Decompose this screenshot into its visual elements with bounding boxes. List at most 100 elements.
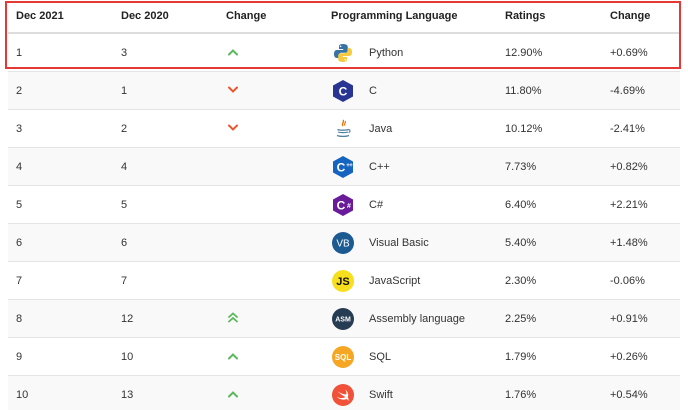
table-header-row: Dec 2021 Dec 2020 Change Programming Lan… (8, 0, 680, 34)
c-logo-text: C (339, 84, 348, 98)
assembly-icon: ASM (331, 307, 355, 331)
rank-dec-2020: 6 (113, 223, 218, 262)
language-cell: SQL SQL (323, 337, 497, 376)
language-cell: VB Visual Basic (323, 223, 497, 262)
table-row[interactable]: 8 12 ASM Assembly language 2.25% +0.91% (8, 299, 680, 338)
rank-change-cell (218, 337, 323, 376)
table-row[interactable]: 4 4 C + + C++ 7.73% +0.82% (8, 147, 680, 186)
rank-dec-2021: 6 (8, 223, 113, 262)
language-name: Swift (369, 388, 393, 401)
table-row[interactable]: 10 13 Swift 1.76% +0.54% (8, 375, 680, 410)
language-cell: ASM Assembly language (323, 299, 497, 338)
svg-text:+: + (349, 163, 353, 169)
language-cell: JS JavaScript (323, 261, 497, 300)
rating-change-value: +0.91% (602, 299, 680, 338)
rating-value: 2.30% (497, 261, 602, 300)
rank-dec-2021: 10 (8, 375, 113, 410)
rank-dec-2021: 5 (8, 185, 113, 224)
table-row[interactable]: 3 2 Java 10.12% -2.41% (8, 109, 680, 148)
rank-dec-2020: 2 (113, 109, 218, 148)
header-dec-2021[interactable]: Dec 2021 (8, 0, 113, 34)
language-name: C (369, 84, 377, 97)
svg-text:+: + (346, 163, 350, 169)
header-ratings[interactable]: Ratings (497, 0, 602, 34)
rating-change-value: -2.41% (602, 109, 680, 148)
sql-icon: SQL (331, 345, 355, 369)
rank-change-cell (218, 261, 323, 300)
rating-value: 6.40% (497, 185, 602, 224)
rank-change-cell (218, 299, 323, 338)
cpp-logo-text: C (337, 160, 346, 174)
language-name: Python (369, 46, 404, 59)
rank-dec-2021: 4 (8, 147, 113, 186)
csharp-logo-text: C (337, 198, 346, 212)
language-name: Visual Basic (369, 236, 429, 249)
visual-basic-logo-text: VB (336, 238, 350, 249)
rank-dec-2021: 2 (8, 71, 113, 110)
rating-change-value: -0.06% (602, 261, 680, 300)
rating-value: 7.73% (497, 147, 602, 186)
language-cell: Java (323, 109, 497, 148)
rank-dec-2020: 3 (113, 33, 218, 72)
table-row[interactable]: 5 5 C # C# 6.40% +2.21% (8, 185, 680, 224)
rank-change-cell (218, 223, 323, 262)
c-icon: C (331, 79, 355, 103)
rating-change-value: +2.21% (602, 185, 680, 224)
table-row[interactable]: 1 3 Python 12.90% +0.69% (8, 33, 680, 72)
cpp-icon: C + + (331, 155, 355, 179)
rank-dec-2020: 12 (113, 299, 218, 338)
language-name: Java (369, 122, 393, 135)
header-programming-language[interactable]: Programming Language (323, 0, 497, 34)
trend-down-icon (228, 85, 238, 97)
javascript-icon: JS (331, 269, 355, 293)
trend-up-icon (228, 47, 238, 59)
language-cell: C C (323, 71, 497, 110)
rating-change-value: -4.69% (602, 71, 680, 110)
rating-change-value: +0.82% (602, 147, 680, 186)
trend-up-icon (228, 351, 238, 363)
trend-double-up-icon (228, 311, 238, 326)
header-ratings-change[interactable]: Change (602, 0, 680, 34)
rank-dec-2020: 1 (113, 71, 218, 110)
javascript-logo-text: JS (336, 276, 349, 288)
rating-change-value: +1.48% (602, 223, 680, 262)
rank-dec-2021: 9 (8, 337, 113, 376)
rank-dec-2020: 10 (113, 337, 218, 376)
rank-dec-2020: 5 (113, 185, 218, 224)
rank-dec-2021: 7 (8, 261, 113, 300)
rating-change-value: +0.69% (602, 33, 680, 72)
rating-value: 11.80% (497, 71, 602, 110)
rating-change-value: +0.54% (602, 375, 680, 410)
rank-change-cell (218, 33, 323, 72)
rating-value: 1.79% (497, 337, 602, 376)
table-row[interactable]: 7 7 JS JavaScript 2.30% -0.06% (8, 261, 680, 300)
trend-up-icon (228, 389, 238, 401)
python-icon (331, 41, 355, 65)
rating-value: 2.25% (497, 299, 602, 338)
language-cell: C # C# (323, 185, 497, 224)
rank-dec-2021: 8 (8, 299, 113, 338)
rank-change-cell (218, 375, 323, 410)
header-change[interactable]: Change (218, 0, 323, 34)
rating-change-value: +0.26% (602, 337, 680, 376)
java-icon (331, 117, 355, 141)
table-body: 1 3 Python 12.90% +0.69% 2 1 C (8, 33, 680, 410)
table-row[interactable]: 2 1 C C 11.80% -4.69% (8, 71, 680, 110)
rank-change-cell (218, 147, 323, 186)
language-name: SQL (369, 350, 392, 363)
language-cell: Swift (323, 375, 497, 410)
rating-value: 5.40% (497, 223, 602, 262)
visual-basic-icon: VB (331, 231, 355, 255)
header-dec-2020[interactable]: Dec 2020 (113, 0, 218, 34)
language-cell: Python (323, 33, 497, 72)
rank-dec-2020: 7 (113, 261, 218, 300)
language-cell: C + + C++ (323, 147, 497, 186)
rank-dec-2020: 4 (113, 147, 218, 186)
assembly-logo-text: ASM (335, 316, 351, 323)
swift-icon (331, 383, 355, 407)
table-row[interactable]: 9 10 SQL SQL 1.79% +0.26% (8, 337, 680, 376)
table-row[interactable]: 6 6 VB Visual Basic 5.40% +1.48% (8, 223, 680, 262)
language-name: JavaScript (369, 274, 421, 287)
language-name: Assembly language (369, 312, 466, 325)
